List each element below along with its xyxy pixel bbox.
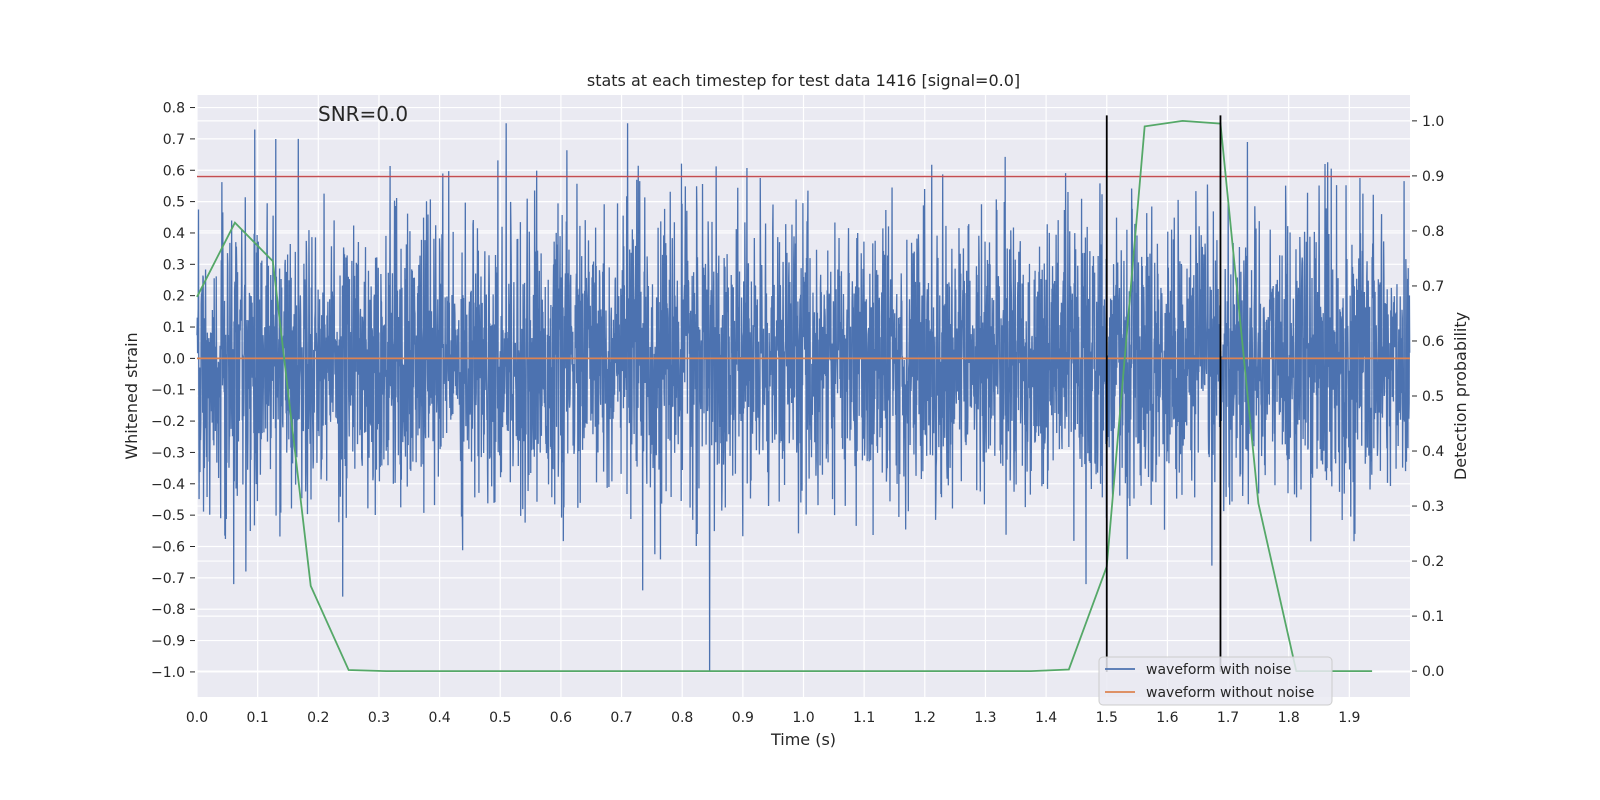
y-tick-label: −0.5 bbox=[151, 508, 185, 524]
y-tick-label: 0.7 bbox=[163, 132, 185, 148]
y-tick-label: 0.3 bbox=[163, 257, 185, 273]
x-tick-label: 1.0 bbox=[792, 710, 814, 726]
y-tick-label: 0.4 bbox=[163, 226, 185, 242]
x-tick-label: 0.8 bbox=[671, 710, 693, 726]
right-y-tick-label: 0.0 bbox=[1422, 664, 1444, 680]
y-tick-label: 0.0 bbox=[163, 351, 185, 367]
x-tick-label: 0.6 bbox=[550, 710, 572, 726]
right-y-tick-label: 0.1 bbox=[1422, 609, 1444, 625]
x-tick-label: 1.3 bbox=[974, 710, 996, 726]
right-y-tick-label: 0.5 bbox=[1422, 389, 1444, 405]
right-y-tick-label: 0.4 bbox=[1422, 444, 1444, 460]
y-tick-label: 0.5 bbox=[163, 195, 185, 211]
x-tick-label: 1.6 bbox=[1156, 710, 1178, 726]
y-tick-label: −0.7 bbox=[151, 571, 185, 587]
x-tick-label: 1.9 bbox=[1338, 710, 1360, 726]
x-tick-label: 1.1 bbox=[853, 710, 875, 726]
x-tick-label: 1.2 bbox=[914, 710, 936, 726]
right-y-tick-label: 0.8 bbox=[1422, 224, 1444, 240]
detection-probability-line bbox=[196, 119, 1373, 673]
x-tick-label: 0.5 bbox=[489, 710, 511, 726]
chart-title: stats at each timestep for test data 141… bbox=[587, 71, 1020, 90]
legend-box bbox=[1098, 656, 1333, 706]
x-tick-label: 0.0 bbox=[186, 710, 208, 726]
y-tick-label: −0.4 bbox=[151, 477, 185, 493]
x-tick-label: 1.5 bbox=[1096, 710, 1118, 726]
right-y-axis-label: Detection probability bbox=[1451, 312, 1470, 480]
right-y-tick-label: 0.2 bbox=[1422, 554, 1444, 570]
y-tick-label: 0.6 bbox=[163, 163, 185, 179]
y-tick-label: 0.8 bbox=[163, 101, 185, 117]
x-tick-label: 0.9 bbox=[732, 710, 754, 726]
y-tick-label: −0.1 bbox=[151, 383, 185, 399]
snr-annotation: SNR=0.0 bbox=[318, 102, 408, 126]
legend: waveform with noise waveform without noi… bbox=[1098, 656, 1333, 706]
x-tick-label: 1.7 bbox=[1217, 710, 1239, 726]
x-tick-label: 1.4 bbox=[1035, 710, 1057, 726]
y-tick-label: −0.8 bbox=[151, 602, 185, 618]
y-axis-label: Whitened strain bbox=[122, 332, 141, 459]
x-tick-label: 0.3 bbox=[368, 710, 390, 726]
right-y-ticks: 1.0 0.9 0.8 0.7 0.6 0.5 0.4 0.3 0.2 0.1 0.0 bbox=[1412, 114, 1444, 680]
y-tick-label: 0.2 bbox=[163, 289, 185, 305]
x-axis-label: Time (s) bbox=[770, 730, 836, 749]
x-ticks: 0.0 0.1 0.2 0.3 0.4 0.5 0.6 0.7 0.8 0.9 1.0 1.1 1.2 1… bbox=[186, 710, 1361, 726]
right-y-tick-label: 0.3 bbox=[1422, 499, 1444, 515]
series-lines bbox=[196, 115, 1411, 673]
right-y-tick-label: 0.9 bbox=[1422, 169, 1444, 185]
right-y-tick-label: 1.0 bbox=[1422, 114, 1444, 130]
right-y-tick-label: 0.6 bbox=[1422, 334, 1444, 350]
y-tick-label: −0.2 bbox=[151, 414, 185, 430]
noisy-waveform-line bbox=[196, 123, 1411, 672]
right-y-tick-label: 0.7 bbox=[1422, 279, 1444, 295]
x-tick-label: 0.2 bbox=[307, 710, 329, 726]
x-tick-label: 0.1 bbox=[247, 710, 269, 726]
legend-label-clean: waveform without noise bbox=[1146, 685, 1314, 701]
x-tick-label: 0.7 bbox=[610, 710, 632, 726]
x-tick-label: 0.4 bbox=[428, 710, 450, 726]
y-tick-label: 0.1 bbox=[163, 320, 185, 336]
y-tick-label: −0.9 bbox=[151, 634, 185, 650]
left-y-ticks: 0.8 0.7 0.6 0.5 0.4 0.3 0.2 0.1 0.0 −0.1 −0.2 −0.3 −… bbox=[151, 101, 195, 681]
y-tick-label: −0.6 bbox=[151, 540, 185, 556]
y-tick-label: −1.0 bbox=[151, 665, 185, 681]
legend-label-noise: waveform with noise bbox=[1146, 662, 1291, 678]
x-tick-label: 1.8 bbox=[1278, 710, 1300, 726]
y-tick-label: −0.3 bbox=[151, 445, 185, 461]
